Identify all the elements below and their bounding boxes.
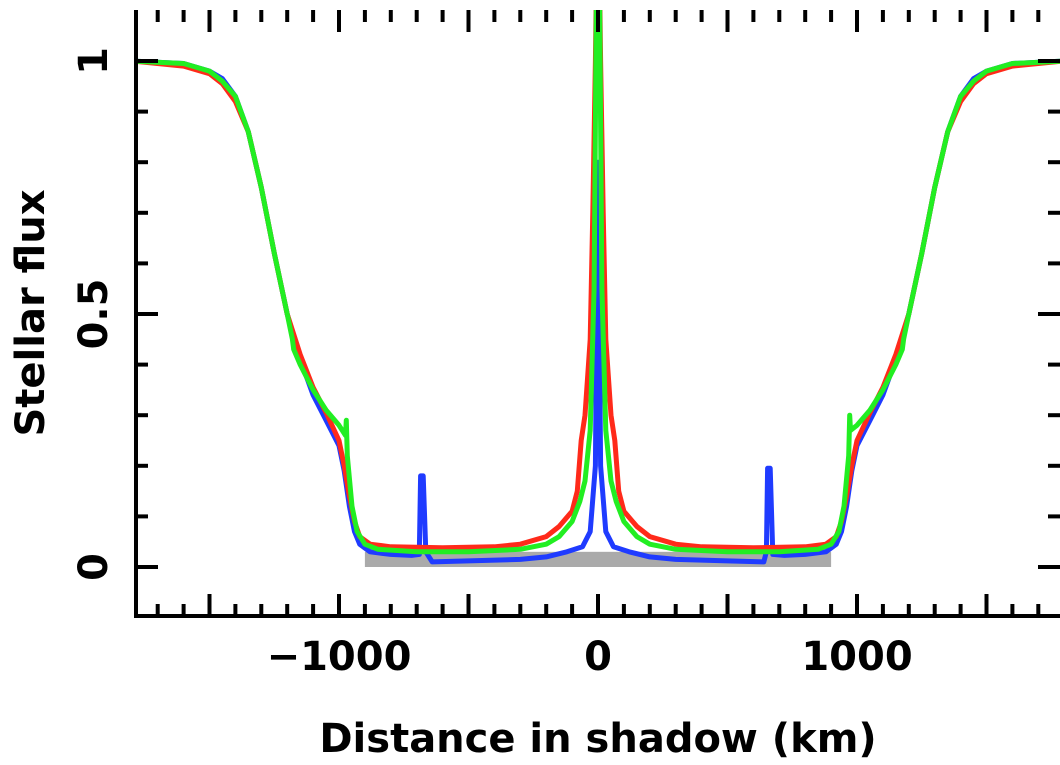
series-line-3 bbox=[136, 10, 1060, 555]
x-tick-label: 0 bbox=[584, 634, 612, 680]
shaded-band bbox=[364, 551, 832, 567]
series-line-1 bbox=[136, 58, 1060, 565]
x-axis-label: Distance in shadow (km) bbox=[319, 716, 876, 762]
tick-label-layer: −1000 0 1000 0 0.5 1 bbox=[71, 47, 913, 680]
y-axis-label: Stellar flux bbox=[8, 189, 54, 436]
tick-layer bbox=[136, 10, 1060, 616]
y-tick-label: 0.5 bbox=[71, 279, 117, 350]
series-layer bbox=[136, 10, 1060, 565]
x-tick-label: −1000 bbox=[267, 634, 412, 680]
y-tick-label: 0 bbox=[71, 553, 117, 581]
x-tick-label: 1000 bbox=[801, 634, 912, 680]
shaded-band-layer bbox=[364, 551, 832, 567]
y-tick-label: 1 bbox=[71, 47, 117, 75]
